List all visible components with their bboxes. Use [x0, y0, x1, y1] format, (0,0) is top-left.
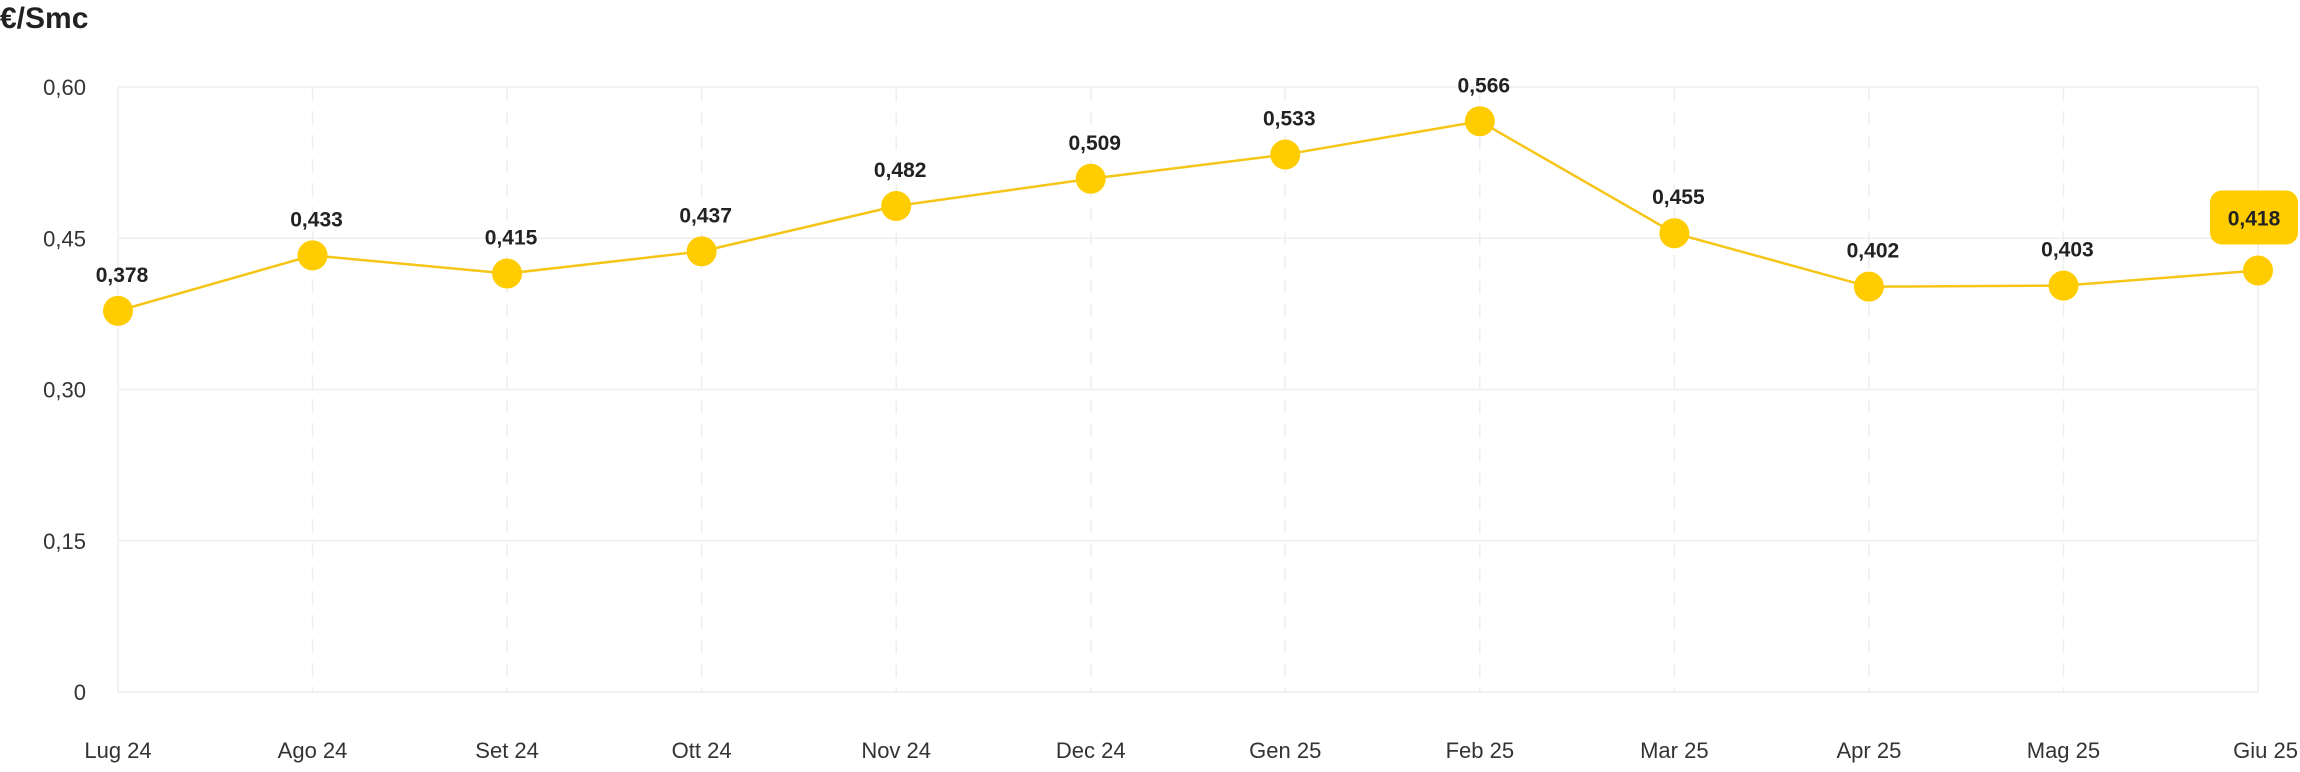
- series-line: [117, 119, 2259, 313]
- x-tick-label: Nov 24: [861, 738, 931, 763]
- data-label: 0,437: [679, 204, 732, 227]
- data-label: 0,415: [485, 227, 538, 250]
- y-tick-label: 0,45: [43, 226, 86, 251]
- data-point: [1464, 106, 1495, 137]
- grid-lines: [117, 86, 2259, 693]
- y-tick-label: 0: [74, 680, 86, 705]
- x-tick-label: Feb 25: [1446, 738, 1515, 763]
- series-line-path: [117, 119, 2259, 313]
- data-point: [2243, 255, 2273, 286]
- data-point: [297, 240, 328, 271]
- data-point: [1659, 218, 1690, 249]
- data-point: [2048, 270, 2079, 301]
- y-tick-label: 0,15: [43, 529, 86, 554]
- data-point: [492, 258, 523, 289]
- data-point: [1075, 163, 1106, 194]
- y-tick-labels: 0 0,15 0,30 0,45 0,60: [43, 75, 86, 705]
- x-tick-label: Apr 25: [1836, 738, 1901, 763]
- x-tick-label: Ago 24: [278, 738, 348, 763]
- data-label: 0,533: [1263, 108, 1316, 131]
- x-tick-label: Giu 25: [2233, 738, 2298, 763]
- y-tick-label: 0,30: [43, 378, 86, 403]
- data-point: [881, 190, 912, 221]
- x-tick-label: Mar 25: [1640, 738, 1708, 763]
- data-label: 0,455: [1652, 186, 1705, 209]
- x-tick-label: Set 24: [475, 738, 539, 763]
- data-label: 0,403: [2041, 239, 2094, 262]
- data-points: [103, 106, 2273, 326]
- data-point: [686, 236, 717, 267]
- data-point: [103, 295, 133, 326]
- data-label: 0,509: [1068, 132, 1121, 155]
- data-label: 0,482: [874, 159, 927, 182]
- data-label: 0,418: [2228, 208, 2281, 231]
- x-tick-label: Dec 24: [1056, 738, 1126, 763]
- x-tick-label: Gen 25: [1249, 738, 1321, 763]
- data-label: 0,433: [290, 208, 343, 231]
- data-point: [1270, 139, 1301, 170]
- x-tick-label: Ott 24: [672, 738, 732, 763]
- x-tick-labels: Lug 24 Ago 24 Set 24 Ott 24 Nov 24 Dec 24 Gen …: [84, 738, 2298, 763]
- data-point: [1853, 271, 1884, 302]
- highlight-badge: [2210, 190, 2298, 245]
- data-label: 0,402: [1847, 240, 1900, 263]
- data-label: 0,566: [1458, 74, 1511, 97]
- y-tick-label: 0,60: [43, 75, 86, 100]
- x-tick-label: Lug 24: [84, 738, 151, 763]
- y-axis-unit-label: €/Smc: [0, 2, 89, 35]
- data-label: 0,378: [96, 264, 149, 287]
- x-tick-label: Mag 25: [2027, 738, 2100, 763]
- data-labels: 0,378 0,433 0,415 0,437 0,482 0,509 0,533 0,566…: [96, 74, 2298, 287]
